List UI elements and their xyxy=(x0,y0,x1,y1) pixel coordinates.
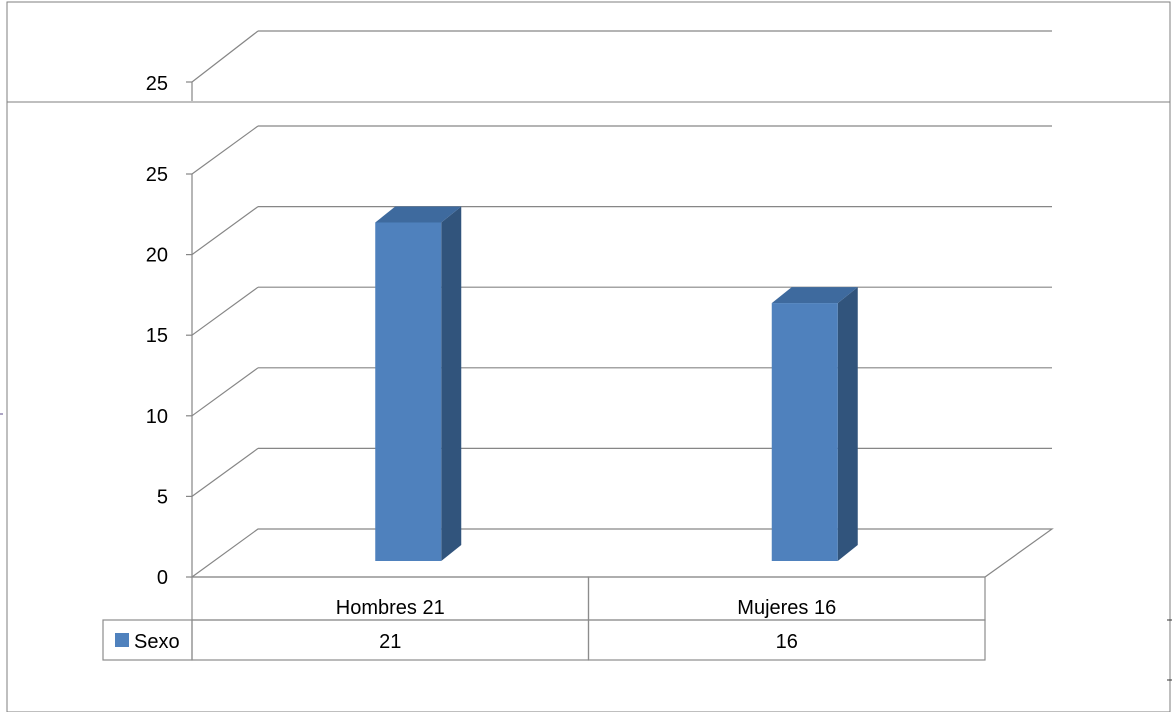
ytick-label: 25 xyxy=(146,164,168,186)
bars xyxy=(375,206,858,562)
bar-1 xyxy=(375,206,462,562)
bar-2 xyxy=(771,287,858,561)
table-value-cell xyxy=(587,619,986,661)
legend-series-label: Sexo xyxy=(134,631,180,653)
background-chart-frame xyxy=(6,1,1171,103)
ytick-label: 20 xyxy=(146,245,168,267)
data-table: Hombres 21 Mujeres 16 Sexo 21 16 xyxy=(102,576,986,661)
bar-top xyxy=(771,287,858,304)
gridline-diagonal xyxy=(191,206,259,256)
bar-side xyxy=(441,206,462,562)
ytick-label: 0 xyxy=(157,567,168,589)
gridline-diagonal xyxy=(191,286,259,336)
gridline-diagonal xyxy=(191,367,259,417)
value-axis: 0 5 10 15 20 25 xyxy=(146,164,193,589)
ytick-label: 10 xyxy=(146,406,168,428)
legend-swatch xyxy=(115,633,129,647)
background-gridline-diagonal xyxy=(191,30,259,83)
gridline-diagonal xyxy=(191,125,259,175)
bar-top xyxy=(375,206,462,223)
bar-front xyxy=(771,303,838,561)
ytick-label: 15 xyxy=(146,325,168,347)
background-ytick-label: 25 xyxy=(146,73,168,95)
gridline-diagonal xyxy=(191,447,259,497)
background-chart-fragment: 25 xyxy=(6,1,1171,103)
ytick-label: 5 xyxy=(157,486,168,508)
table-header-label: Hombres 21 xyxy=(336,597,445,619)
table-value: 21 xyxy=(379,631,401,653)
table-value: 16 xyxy=(776,631,798,653)
table-header-label: Mujeres 16 xyxy=(737,597,836,619)
bar-side xyxy=(837,287,858,561)
bar-front xyxy=(375,222,442,562)
